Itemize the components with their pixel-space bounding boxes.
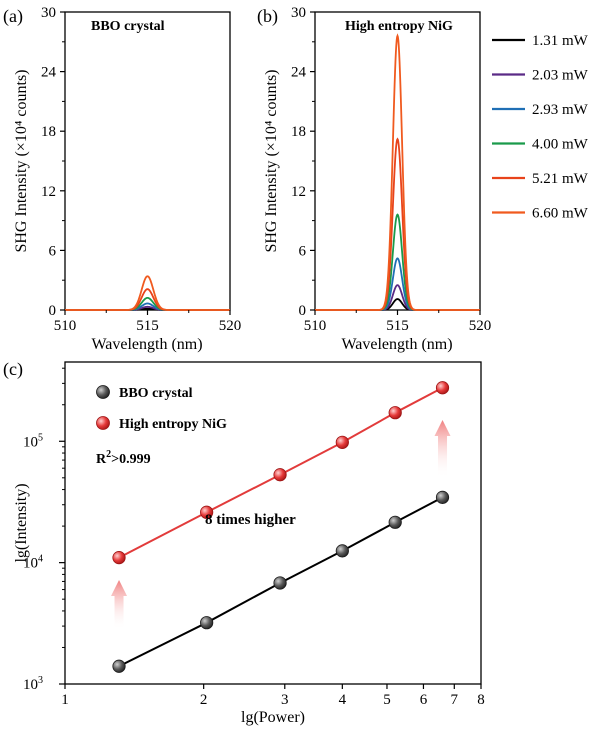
c-y-tick-label: 103 [23,675,43,693]
b-x-tick-label: 515 [386,318,409,334]
r-squared-annotation: R2>0.999 [96,449,151,467]
panel-a-y-ticks: 0 6 12 18 24 30 [41,5,65,319]
b-series-2 [315,284,480,311]
panel-b-chart: 510 515 520 0 6 12 18 24 30 High entropy NiG Wa… [263,5,491,353]
panel-c-arrows [111,420,451,630]
panel-c-legend: BBO crystal High entropy NiG [96,385,227,432]
panel-b-x-ticks: 510 515 520 [304,310,492,334]
up-arrow-left [111,580,128,630]
bbo-point [388,515,402,529]
c-x-tick-label: 2 [200,692,208,708]
panel-label-a: (a) [3,6,23,27]
panel-b-x-label: Wavelength (nm) [341,336,452,353]
a-y-tick-label: 24 [41,65,57,81]
panel-c-frame [64,361,482,685]
a-series-6 [65,275,230,311]
legend-label-6: 6.60 mW [532,206,589,222]
a-y-tick-label: 18 [41,124,56,140]
panel-c-y-ticks: 103 104 105 [23,367,65,693]
panel-label-b: (b) [257,6,278,27]
c-legend-marker-1 [96,385,110,399]
b-x-tick-label: 510 [304,318,327,334]
power-legend: 1.31 mW 2.03 mW 2.93 mW 4.00 mW 5.21 mW 6.60 … [492,33,589,222]
bbo-point [335,544,349,558]
b-y-tick-label: 30 [291,5,306,21]
c-legend-marker-2 [96,416,110,430]
up-arrow-right [434,420,451,478]
panel-b-frame [314,11,481,311]
b-y-tick-label: 0 [299,303,307,319]
nig-point [273,468,287,482]
a-y-tick-label: 12 [41,184,56,200]
legend-label-3: 2.93 mW [532,102,589,118]
c-x-tick-label: 3 [281,692,289,708]
b-series-3 [315,257,480,311]
c-x-tick-label: 6 [420,692,428,708]
b-y-tick-label: 6 [299,243,307,259]
nig-point [388,406,402,420]
c-x-tick-label: 7 [451,692,459,708]
b-y-tick-label: 18 [291,124,306,140]
b-series-4 [315,213,480,311]
c-legend-label-2: High entropy NiG [119,417,227,432]
nig-point [200,505,214,519]
c-y-tick-label: 104 [23,554,43,572]
panel-b-y-ticks: 0 6 12 18 24 30 [291,5,315,319]
panel-a-chart: 510 515 520 0 6 12 18 24 30 BBO crystal Wavelen… [13,5,241,353]
bbo-point [112,659,126,673]
panel-a-x-label: Wavelength (nm) [91,336,202,353]
c-legend-label-1: BBO crystal [119,386,193,401]
legend-label-5: 5.21 mW [532,171,589,187]
bbo-point [435,490,450,504]
legend-label-2: 2.03 mW [532,68,589,84]
nig-point [335,435,349,449]
b-x-tick-label: 520 [469,318,492,334]
legend-label-1: 1.31 mW [532,33,589,49]
b-y-tick-label: 12 [291,184,306,200]
a-x-tick-label: 520 [219,318,242,334]
c-y-tick-label: 105 [23,432,43,450]
legend-label-4: 4.00 mW [532,137,589,153]
panel-label-c: (c) [3,359,23,380]
a-x-tick-label: 510 [54,318,77,334]
r-squared-sup: 2 [106,449,111,460]
b-series-1 [315,298,480,311]
c-x-tick-label: 4 [339,692,347,708]
panel-a-curves [65,275,230,311]
panel-b-curves [315,33,480,311]
panel-a-y-label: SHG Intensity (×10⁴ counts) [13,69,30,252]
c-x-tick-label: 1 [61,692,69,708]
bbo-point [200,616,214,630]
c-x-tick-label: 8 [477,692,485,708]
ratio-annotation: 8 times higher [205,512,296,528]
r-squared-rest: >0.999 [111,452,150,467]
a-y-tick-label: 6 [49,243,57,259]
panel-b-y-label: SHG Intensity (×10⁴ counts) [263,69,280,252]
panel-b-title: High entropy NiG [345,19,453,34]
bbo-point [273,576,287,590]
nig-point [112,551,126,565]
a-y-tick-label: 30 [41,5,56,21]
panel-a-x-ticks: 510 515 520 [54,310,242,334]
fit-line-nig [118,386,443,559]
a-y-tick-label: 0 [49,303,57,319]
panel-c-points [112,381,450,673]
panel-c-x-ticks: 1 2 3 4 5 6 7 8 [61,684,485,708]
panel-a-title: BBO crystal [91,19,165,34]
a-x-tick-label: 515 [136,318,159,334]
panel-c-fit-lines [118,386,443,668]
panel-a-frame [64,11,231,311]
panel-c-chart: 1 2 3 4 5 6 7 8 103 104 105 BBO crystal High entro… [13,361,485,726]
c-x-tick-label: 5 [383,692,391,708]
r-squared-base: R [96,452,107,467]
fit-line-bbo [118,496,443,668]
panel-c-y-label: lg(Intensity) [13,483,30,562]
b-y-tick-label: 24 [291,65,307,81]
panel-c-x-label: lg(Power) [241,709,305,726]
nig-point [435,381,450,395]
b-series-6 [315,33,480,311]
